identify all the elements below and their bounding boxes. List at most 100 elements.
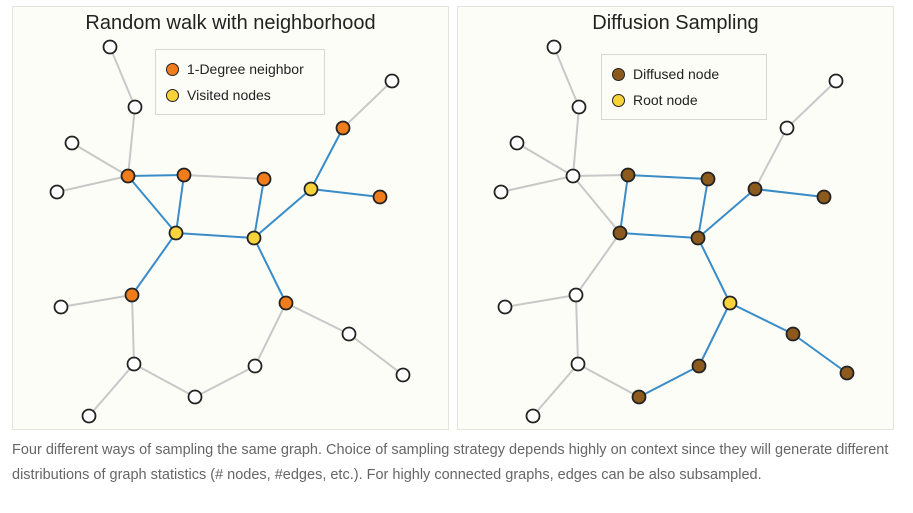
node-diffused-m13 bbox=[816, 189, 832, 205]
edges bbox=[56, 46, 404, 417]
edge-m6-m7 bbox=[627, 174, 709, 180]
node-empty-m1 bbox=[546, 39, 562, 55]
node-visited-n8 bbox=[168, 225, 184, 241]
edge-n6-n7 bbox=[183, 174, 265, 180]
legend-swatch-neighbor bbox=[166, 62, 179, 76]
legend-label-neighbor: 1-Degree neighbor bbox=[187, 61, 304, 77]
edge-n2-n5 bbox=[127, 106, 136, 177]
node-neighbor-n7 bbox=[256, 171, 272, 187]
node-neighbor-n5 bbox=[120, 168, 136, 184]
random-walk-panel: Random walk with neighborhood 1-Degree n… bbox=[12, 6, 449, 430]
edge-n9-n14 bbox=[253, 188, 312, 239]
edge-m5-m6 bbox=[572, 174, 629, 177]
diffusion-panel: Diffusion Sampling Diffused node Root no… bbox=[457, 6, 894, 430]
edge-m17-m18 bbox=[532, 363, 579, 417]
edge-n12-n11 bbox=[342, 80, 393, 129]
edge-m6-m8 bbox=[619, 174, 629, 234]
edge-n8-n10 bbox=[131, 232, 177, 296]
node-empty-n3 bbox=[64, 135, 80, 151]
node-neighbor-n12 bbox=[335, 120, 351, 136]
edge-m3-m5 bbox=[516, 142, 574, 177]
node-empty-n18 bbox=[81, 408, 97, 424]
legend-item-visited: Visited nodes bbox=[166, 82, 314, 108]
edge-n20-n16 bbox=[254, 302, 287, 367]
edge-m17-m19 bbox=[577, 363, 640, 398]
panel-title-diffusion: Diffusion Sampling bbox=[592, 12, 759, 34]
node-empty-m2 bbox=[571, 99, 587, 115]
edge-m9-m14 bbox=[697, 188, 756, 239]
node-diffused-m20 bbox=[691, 358, 707, 374]
node-empty-m4 bbox=[493, 184, 509, 200]
legend-item-diffused: Diffused node bbox=[612, 61, 756, 87]
node-neighbor-n13 bbox=[372, 189, 388, 205]
node-visited-n9 bbox=[246, 230, 262, 246]
edge-m10-m17 bbox=[575, 294, 579, 365]
edge-n10-n15 bbox=[60, 294, 133, 308]
node-empty-n4 bbox=[49, 184, 65, 200]
node-visited-n14 bbox=[303, 181, 319, 197]
node-empty-n11 bbox=[384, 73, 400, 89]
edge-n4-n5 bbox=[56, 175, 129, 193]
edge-m9-m16 bbox=[697, 237, 731, 304]
legend-label-diffused: Diffused node bbox=[633, 66, 720, 82]
edge-m1-m2 bbox=[553, 46, 580, 108]
node-diffused-m21 bbox=[785, 326, 801, 342]
node-empty-m5 bbox=[565, 168, 581, 184]
edge-m21-m22 bbox=[792, 333, 848, 374]
node-neighbor-n16 bbox=[278, 295, 294, 311]
node-diffused-m22 bbox=[839, 365, 855, 381]
edge-n5-n8 bbox=[127, 175, 177, 234]
edge-m8-m9 bbox=[619, 232, 699, 239]
node-empty-m18 bbox=[525, 408, 541, 424]
edges bbox=[500, 46, 848, 417]
edge-m2-m5 bbox=[572, 106, 580, 177]
figure-caption: Four different ways of sampling the same… bbox=[12, 442, 889, 483]
edge-m8-m10 bbox=[575, 232, 621, 296]
nodes bbox=[493, 39, 855, 424]
node-empty-n21 bbox=[341, 326, 357, 342]
edge-m20-m16 bbox=[698, 302, 731, 367]
random-walk-graph bbox=[49, 39, 411, 424]
edge-n19-n20 bbox=[194, 365, 256, 398]
node-empty-n19 bbox=[187, 389, 203, 405]
legend-label-visited: Visited nodes bbox=[187, 87, 271, 103]
legend-swatch-visited bbox=[166, 88, 179, 102]
node-diffused-m14 bbox=[747, 181, 763, 197]
edge-n17-n18 bbox=[88, 363, 135, 417]
node-neighbor-n6 bbox=[176, 167, 192, 183]
panel-title-random-walk: Random walk with neighborhood bbox=[85, 12, 376, 34]
node-diffused-m8 bbox=[612, 225, 628, 241]
edge-m4-m5 bbox=[500, 175, 574, 193]
legend-label-root: Root node bbox=[633, 92, 698, 108]
diffusion-graph bbox=[493, 39, 855, 424]
edge-n10-n17 bbox=[131, 294, 135, 365]
node-empty-m3 bbox=[509, 135, 525, 151]
node-diffused-m6 bbox=[620, 167, 636, 183]
node-diffused-m9 bbox=[690, 230, 706, 246]
legend-diffusion: Diffused node Root node bbox=[601, 54, 767, 120]
edge-m19-m20 bbox=[638, 365, 700, 398]
node-empty-n22 bbox=[395, 367, 411, 383]
edge-n14-n12 bbox=[310, 127, 344, 190]
node-diffused-m19 bbox=[631, 389, 647, 405]
node-empty-m17 bbox=[570, 356, 586, 372]
node-empty-m10 bbox=[568, 287, 584, 303]
node-root-m16 bbox=[722, 295, 738, 311]
edge-n21-n22 bbox=[348, 333, 404, 376]
edge-n17-n19 bbox=[133, 363, 196, 398]
edge-m12-m11 bbox=[786, 80, 837, 129]
node-empty-m15 bbox=[497, 299, 513, 315]
edge-n7-n9 bbox=[253, 178, 265, 239]
edge-m14-m13 bbox=[754, 188, 825, 198]
legend-item-neighbor: 1-Degree neighbor bbox=[166, 56, 314, 82]
edge-m14-m12 bbox=[754, 127, 788, 190]
edge-m5-m8 bbox=[572, 175, 621, 234]
edge-m10-m15 bbox=[504, 294, 577, 308]
node-neighbor-n10 bbox=[124, 287, 140, 303]
node-empty-m11 bbox=[828, 73, 844, 89]
node-empty-n20 bbox=[247, 358, 263, 374]
edge-n9-n16 bbox=[253, 237, 287, 304]
legend-swatch-diffused bbox=[612, 67, 625, 81]
node-empty-m12 bbox=[779, 120, 795, 136]
edge-m16-m21 bbox=[729, 302, 794, 335]
